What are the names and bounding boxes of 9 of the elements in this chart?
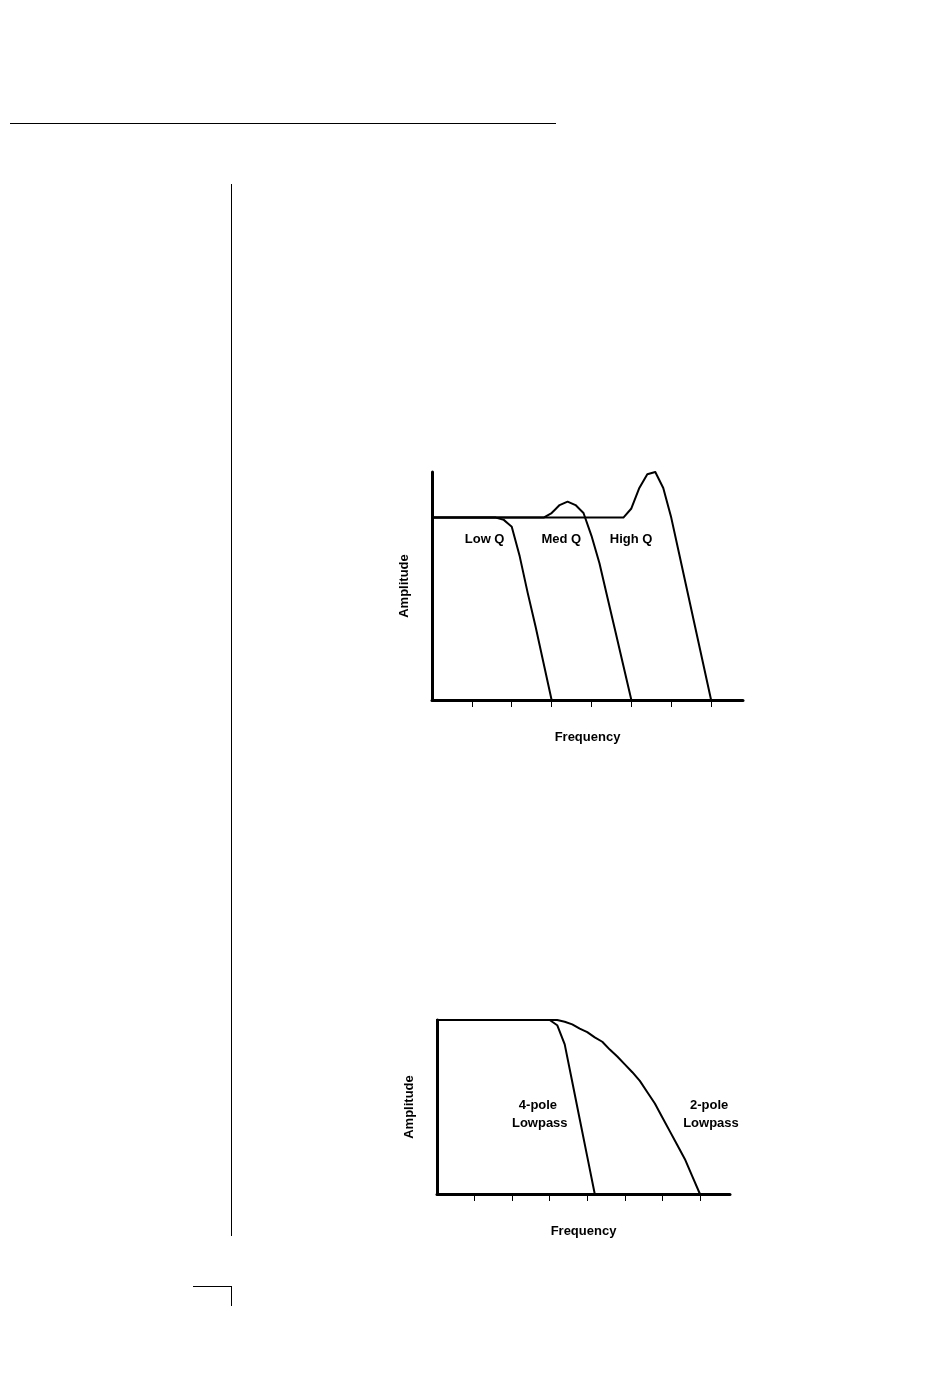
y-axis-title: Amplitude xyxy=(396,554,411,618)
series-label: 4-pole Lowpass xyxy=(511,1096,568,1130)
series-label: 2-pole Lowpass xyxy=(683,1096,739,1130)
x-axis-title: Frequency xyxy=(550,1223,618,1238)
series-label: Low Q xyxy=(464,530,505,546)
x-axis-title: Frequency xyxy=(554,729,622,744)
series-label: Med Q xyxy=(541,530,582,546)
y-axis-title: Amplitude xyxy=(401,1075,416,1139)
series-label: High Q xyxy=(609,530,653,546)
